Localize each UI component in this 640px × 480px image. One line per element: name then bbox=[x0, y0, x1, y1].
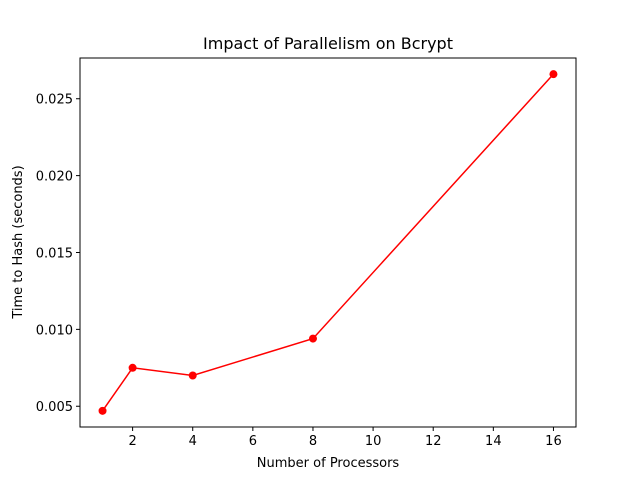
data-point bbox=[188, 371, 197, 380]
x-tick-label: 10 bbox=[365, 434, 382, 449]
y-axis: 0.005 0.010 0.015 0.020 0.025 bbox=[36, 93, 80, 415]
x-axis-label: Number of Processors bbox=[257, 456, 400, 471]
series-line bbox=[101, 73, 555, 412]
y-axis-label: Time to Hash (seconds) bbox=[11, 165, 26, 319]
chart-title: Impact of Parallelism on Bcrypt bbox=[203, 34, 453, 53]
y-tick-label: 0.005 bbox=[36, 400, 73, 415]
data-point bbox=[308, 334, 317, 343]
data-point bbox=[98, 406, 107, 415]
x-tick-label: 8 bbox=[309, 434, 317, 449]
x-tick-label: 4 bbox=[189, 434, 197, 449]
y-tick-label: 0.015 bbox=[36, 246, 73, 261]
y-tick-label: 0.025 bbox=[36, 93, 73, 108]
data-point bbox=[549, 70, 558, 79]
y-tick-label: 0.010 bbox=[36, 323, 73, 338]
plot-frame bbox=[79, 57, 577, 428]
x-tick-label: 16 bbox=[545, 434, 562, 449]
y-tick-label: 0.020 bbox=[36, 170, 73, 185]
plot-area bbox=[98, 70, 558, 415]
x-tick-label: 2 bbox=[128, 434, 136, 449]
x-axis: 2 4 6 8 10 12 14 16 bbox=[128, 427, 562, 449]
data-point bbox=[128, 363, 137, 372]
x-tick-label: 14 bbox=[485, 434, 502, 449]
x-tick-label: 6 bbox=[249, 434, 257, 449]
x-tick-label: 12 bbox=[425, 434, 442, 449]
